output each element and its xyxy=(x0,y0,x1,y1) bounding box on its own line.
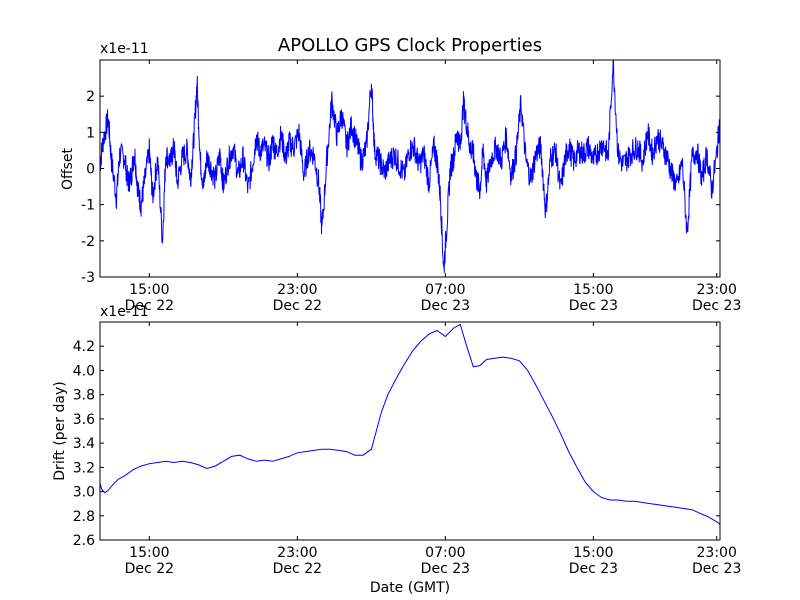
offset-xtick-date-label: Dec 23 xyxy=(421,298,470,314)
drift-xtick-time-label: 15:00 xyxy=(129,545,169,561)
drift-ytick-label: 3.6 xyxy=(73,412,95,428)
drift-ytick-label: 2.8 xyxy=(73,509,95,525)
offset-plot-frame xyxy=(99,59,721,278)
drift-ytick-label: 4.2 xyxy=(73,339,95,355)
drift-xtick-time-label: 07:00 xyxy=(425,545,465,561)
drift-ytick-label: 3.8 xyxy=(73,388,95,404)
offset-y-axis-label: Offset xyxy=(60,147,76,190)
offset-xtick-time-label: 23:00 xyxy=(277,282,317,298)
offset-ytick-label: 1 xyxy=(86,125,95,141)
drift-xtick-time-label: 23:00 xyxy=(697,545,737,561)
offset-xtick-date-label: Dec 23 xyxy=(692,298,741,314)
x-axis-label: Date (GMT) xyxy=(370,580,450,596)
offset-xtick-date-label: Dec 23 xyxy=(569,298,618,314)
chart-title: APOLLO GPS Clock Properties xyxy=(278,35,542,56)
offset-xtick-time-label: 15:00 xyxy=(573,282,613,298)
drift-xtick-date-label: Dec 22 xyxy=(125,561,174,577)
offset-ytick-label: -1 xyxy=(81,198,95,214)
drift-ytick-label: 3.4 xyxy=(73,436,95,452)
offset-ytick-label: -3 xyxy=(81,270,95,286)
drift-xtick-date-label: Dec 23 xyxy=(569,561,618,577)
drift-xtick-date-label: Dec 23 xyxy=(421,561,470,577)
offset-xtick-time-label: 23:00 xyxy=(697,282,737,298)
drift-xtick-date-label: Dec 23 xyxy=(692,561,741,577)
drift-ytick-label: 3.2 xyxy=(73,460,95,476)
drift-xtick-date-label: Dec 22 xyxy=(273,561,322,577)
offset-series-line xyxy=(99,59,721,273)
offset-ytick-label: 0 xyxy=(86,162,95,178)
offset-multiplier-label: x1e-11 xyxy=(100,41,149,57)
drift-xtick-time-label: 23:00 xyxy=(277,545,317,561)
drift-y-axis-label: Drift (per day) xyxy=(52,381,68,480)
drift-xtick-time-label: 15:00 xyxy=(573,545,613,561)
drift-ytick-label: 4.0 xyxy=(73,363,95,379)
drift-ytick-label: 2.6 xyxy=(73,533,95,549)
offset-ytick-label: 2 xyxy=(86,89,95,105)
offset-xtick-time-label: 07:00 xyxy=(425,282,465,298)
drift-series-line xyxy=(99,323,721,525)
drift-ytick-label: 3.0 xyxy=(73,485,95,501)
drift-plot-frame xyxy=(99,321,721,541)
offset-xtick-date-label: Dec 22 xyxy=(273,298,322,314)
drift-panel: x1e-11 Drift (per day) 2.6 2.8 3.0 3.2 3.4 3.… xyxy=(52,304,741,596)
offset-ytick-label: -2 xyxy=(81,234,95,250)
offset-xtick-time-label: 15:00 xyxy=(129,282,169,298)
offset-xtick-date-label: Dec 22 xyxy=(125,298,174,314)
drift-multiplier-label: x1e-11 xyxy=(100,304,149,320)
